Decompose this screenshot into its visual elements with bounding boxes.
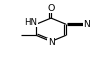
Text: O: O	[47, 4, 55, 13]
Text: N: N	[83, 20, 90, 29]
Text: HN: HN	[24, 18, 37, 27]
Text: N: N	[48, 38, 54, 47]
